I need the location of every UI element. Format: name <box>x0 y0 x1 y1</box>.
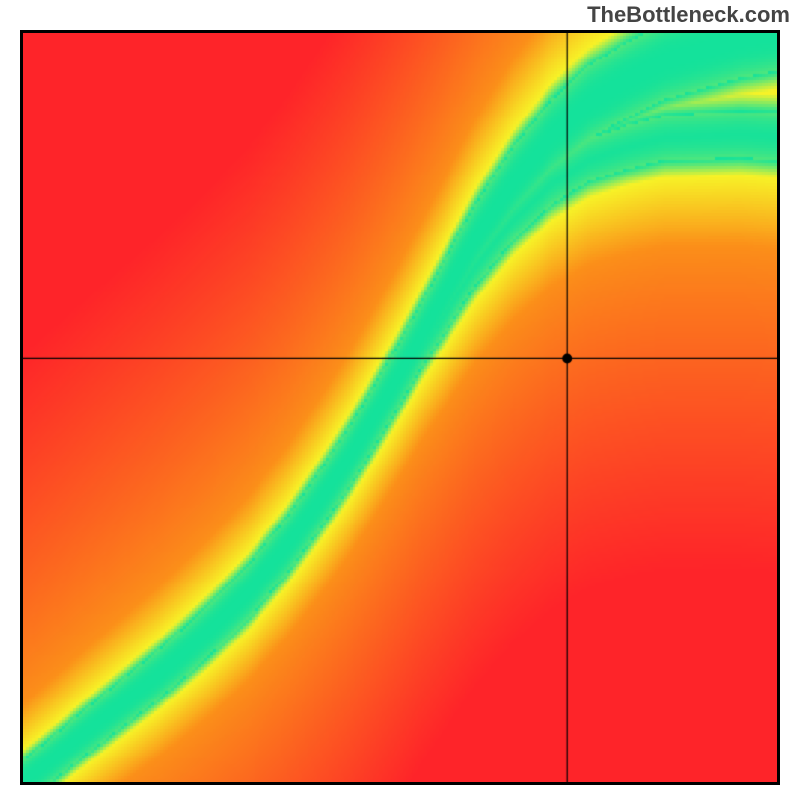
watermark-text: TheBottleneck.com <box>587 2 790 28</box>
plot-border <box>20 30 780 785</box>
